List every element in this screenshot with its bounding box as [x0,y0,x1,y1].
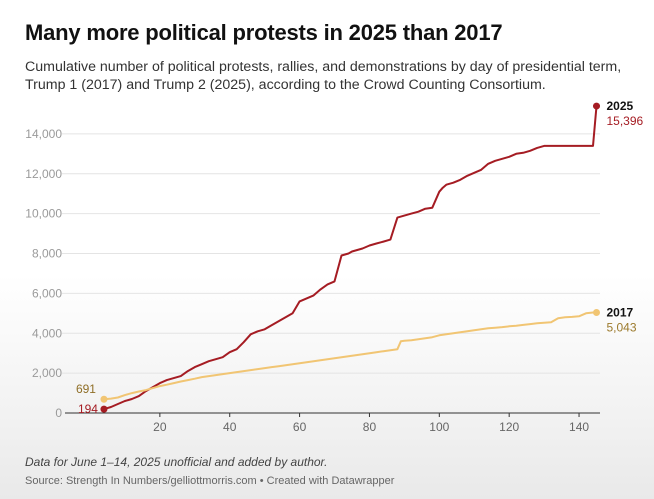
x-tick-label: 120 [499,420,519,434]
x-tick-label: 80 [363,420,377,434]
chart-subtitle: Cumulative number of political protests,… [25,59,622,93]
source-credit: Source: Strength In Numbers/gelliottmorr… [25,475,395,487]
chart-title: Many more political protests in 2025 tha… [25,20,503,45]
y-tick-label: 14,000 [25,127,62,141]
series-end-value-label: 15,396 [607,114,644,128]
series-end-value-label: 5,043 [607,320,637,334]
x-tick-label: 40 [223,420,237,434]
series-start-value-label: 194 [78,402,98,416]
y-tick-label: 2,000 [32,366,62,380]
y-tick-label: 4,000 [32,326,62,340]
series-name-label: 2025 [607,99,634,113]
x-axis: 20 40 60 80 100 120 140 [65,412,600,434]
series-line-2025 [103,106,598,411]
y-tick-label: 6,000 [32,286,62,300]
series-lines [100,102,601,413]
y-tick-label: 0 [55,406,62,420]
series-end-dot-2025 [593,102,601,110]
series-start-dot-2017 [100,395,108,403]
series-end-dot-2017 [593,308,601,316]
y-tick-label: 12,000 [25,167,62,181]
y-tick-label: 10,000 [25,207,62,221]
x-tick-label: 60 [293,420,307,434]
series-line-2017 [103,311,597,401]
series-name-label: 2017 [607,305,634,319]
y-axis-ticks: 0 2,000 4,000 6,000 8,000 10,000 12,000 14,000 [25,127,62,420]
x-tick-label: 20 [153,420,167,434]
x-tick-label: 100 [429,420,449,434]
data-note: Data for June 1–14, 2025 unofficial and … [25,455,328,469]
x-tick-label: 140 [569,420,589,434]
series-start-dot-2025 [100,405,108,413]
y-tick-label: 8,000 [32,247,62,261]
gridlines [62,133,600,374]
series-start-value-label: 691 [76,382,96,396]
